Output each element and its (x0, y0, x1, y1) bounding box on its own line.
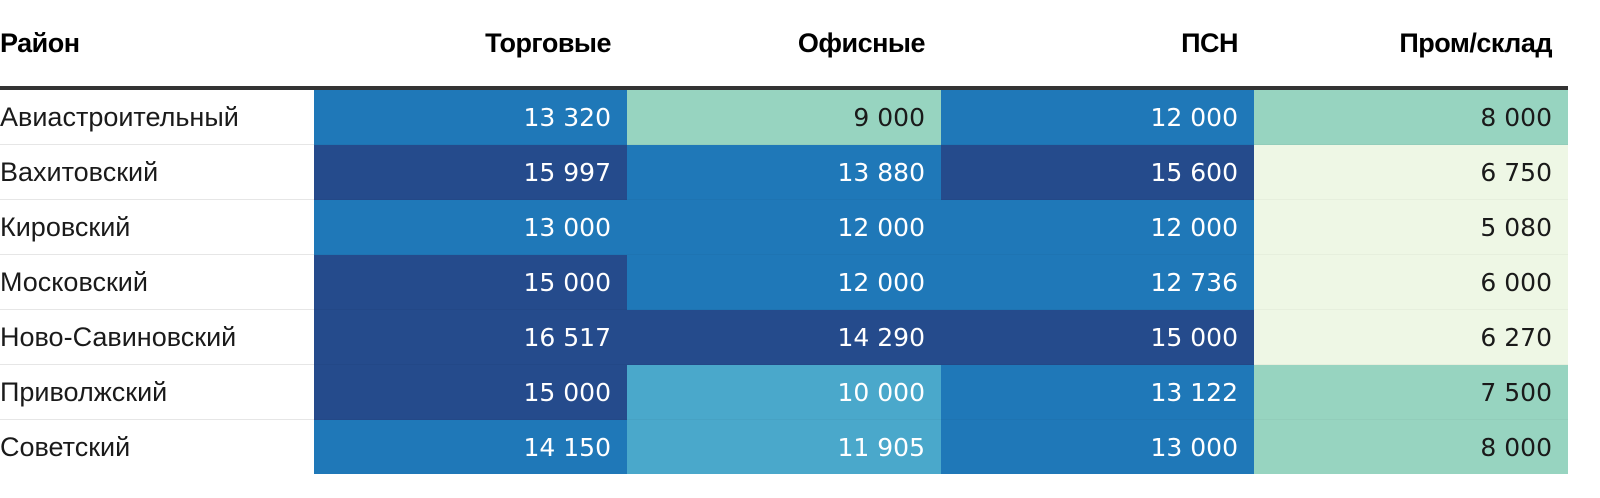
cell-industrial: 8 000 (1254, 88, 1568, 145)
cell-retail: 13 000 (314, 199, 627, 255)
cell-psn: 12 000 (941, 199, 1254, 255)
district-name: Московский (0, 254, 314, 310)
column-header-industrial: Пром/склад (1254, 0, 1568, 90)
heatmap-table: Район Торговые Офисные ПСН Пром/склад Ав… (0, 0, 1568, 474)
cell-office: 12 000 (627, 199, 941, 255)
cell-industrial: 6 750 (1254, 144, 1568, 200)
cell-retail: 13 320 (314, 88, 627, 145)
cell-psn: 12 736 (941, 254, 1254, 310)
column-header-psn: ПСН (941, 0, 1254, 90)
cell-retail: 15 997 (314, 144, 627, 200)
district-name: Вахитовский (0, 144, 314, 200)
cell-retail: 15 000 (314, 364, 627, 420)
cell-industrial: 7 500 (1254, 364, 1568, 420)
column-header-retail: Торговые (314, 0, 627, 90)
table-row: Ново-Савиновский 16 517 14 290 15 000 6 270 (0, 309, 1568, 365)
column-header-office: Офисные (627, 0, 941, 90)
cell-industrial: 6 270 (1254, 309, 1568, 365)
district-name: Приволжский (0, 364, 314, 420)
cell-office: 10 000 (627, 364, 941, 420)
cell-office: 13 880 (627, 144, 941, 200)
cell-industrial: 8 000 (1254, 419, 1568, 474)
cell-psn: 13 122 (941, 364, 1254, 420)
cell-office: 9 000 (627, 88, 941, 145)
table-row: Кировский 13 000 12 000 12 000 5 080 (0, 199, 1568, 255)
table-row: Советский 14 150 11 905 13 000 8 000 (0, 419, 1568, 474)
cell-retail: 15 000 (314, 254, 627, 310)
cell-industrial: 6 000 (1254, 254, 1568, 310)
column-header-district: Район (0, 0, 314, 90)
cell-retail: 16 517 (314, 309, 627, 365)
table-row: Авиастроительный 13 320 9 000 12 000 8 000 (0, 88, 1568, 145)
cell-psn: 12 000 (941, 88, 1254, 145)
cell-industrial: 5 080 (1254, 199, 1568, 255)
cell-psn: 15 000 (941, 309, 1254, 365)
cell-office: 11 905 (627, 419, 941, 474)
district-name: Советский (0, 431, 131, 462)
table-body: Авиастроительный 13 320 9 000 12 000 8 000 Ва… (0, 88, 1568, 474)
cell-retail: 14 150 (314, 419, 627, 474)
cell-office: 12 000 (627, 254, 941, 310)
district-name: Ново-Савиновский (0, 309, 314, 365)
cell-psn: 15 600 (941, 144, 1254, 200)
table-row: Московский 15 000 12 000 12 736 6 000 (0, 254, 1568, 310)
header-row: Район Торговые Офисные ПСН Пром/склад (0, 0, 1568, 90)
table-row: Приволжский 15 000 10 000 13 122 7 500 (0, 364, 1568, 420)
district-name: Кировский (0, 199, 314, 255)
cell-psn: 13 000 (941, 419, 1254, 474)
table-row: Вахитовский 15 997 13 880 15 600 6 750 (0, 144, 1568, 200)
district-name: Авиастроительный (0, 88, 314, 145)
cell-office: 14 290 (627, 309, 941, 365)
